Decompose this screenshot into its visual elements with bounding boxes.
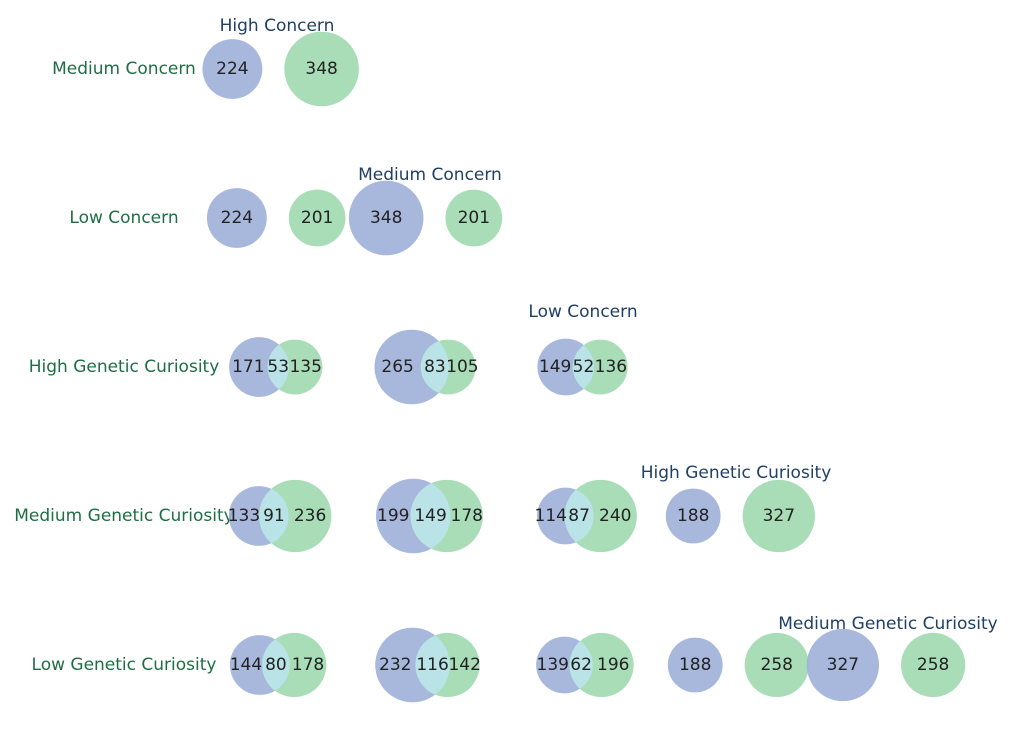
left-set-circle	[348, 180, 424, 256]
overlap-region	[569, 636, 593, 694]
overlap-value: 149	[414, 506, 446, 526]
row-label: Medium Genetic Curiosity	[14, 506, 233, 526]
venn-cell	[202, 31, 359, 107]
right-only-value: 348	[305, 59, 337, 79]
right-only-value: 240	[599, 506, 631, 526]
venn-cell	[229, 632, 327, 698]
right-set-circle	[901, 632, 966, 698]
right-set-circle	[742, 479, 815, 553]
right-only-value: 201	[458, 208, 490, 228]
venn-cell	[806, 628, 966, 702]
venn-cell	[537, 338, 628, 396]
left-set-circle	[206, 188, 267, 248]
overlap-region	[262, 635, 290, 695]
right-only-value: 258	[761, 655, 793, 675]
left-only-value: 171	[232, 357, 264, 377]
overlap-region	[420, 339, 450, 395]
right-only-value: 178	[451, 506, 483, 526]
venn-cell	[374, 329, 476, 405]
venn-cell	[375, 627, 480, 703]
overlap-value: 83	[424, 357, 446, 377]
left-set-circle	[665, 488, 721, 544]
overlap-value: 116	[416, 655, 448, 675]
left-only-value: 133	[228, 506, 260, 526]
overlap-region	[415, 632, 450, 698]
left-set-circle	[667, 637, 723, 693]
overlap-value: 52	[573, 357, 595, 377]
right-set-circle	[744, 632, 809, 698]
left-only-value: 188	[677, 506, 709, 526]
right-only-value: 105	[446, 357, 478, 377]
venn-cell	[206, 188, 346, 248]
column-label: High Genetic Curiosity	[641, 463, 832, 483]
left-set-circle	[202, 39, 263, 99]
overlap-region	[564, 487, 594, 545]
right-only-value: 201	[301, 208, 333, 228]
row-label: Low Concern	[69, 208, 178, 228]
right-set-circle	[445, 189, 503, 247]
venn-cell	[375, 478, 483, 554]
overlap-value: 91	[263, 506, 285, 526]
column-label: Medium Genetic Curiosity	[778, 614, 997, 634]
left-only-value: 232	[379, 655, 411, 675]
overlap-region	[572, 339, 595, 395]
right-only-value: 327	[763, 506, 795, 526]
left-only-value: 188	[679, 655, 711, 675]
venn-cell	[348, 180, 503, 256]
right-set-circle	[284, 31, 359, 107]
overlap-region	[267, 339, 289, 395]
overlap-region	[259, 486, 289, 546]
overlap-region	[410, 479, 451, 553]
column-label: Low Concern	[528, 302, 637, 322]
left-only-value: 149	[539, 357, 571, 377]
right-only-value: 178	[292, 655, 324, 675]
venn-cell	[667, 632, 809, 698]
left-only-value: 348	[370, 208, 402, 228]
overlap-value: 62	[570, 655, 592, 675]
right-only-value: 258	[917, 655, 949, 675]
column-label: Medium Concern	[358, 165, 502, 185]
right-only-value: 136	[595, 357, 627, 377]
left-only-value: 224	[216, 59, 248, 79]
right-set-circle	[288, 189, 346, 247]
right-only-value: 142	[448, 655, 480, 675]
left-only-value: 265	[381, 357, 413, 377]
left-only-value: 224	[221, 208, 253, 228]
venn-cell	[229, 337, 323, 397]
venn-cell	[228, 479, 332, 553]
right-only-value: 196	[597, 655, 629, 675]
right-only-value: 236	[294, 506, 326, 526]
column-label: High Concern	[220, 16, 335, 36]
right-only-value: 135	[289, 357, 321, 377]
row-label: Medium Concern	[52, 59, 196, 79]
row-label: High Genetic Curiosity	[29, 357, 220, 377]
left-only-value: 139	[537, 655, 569, 675]
row-label: Low Genetic Curiosity	[32, 655, 217, 675]
left-only-value: 144	[230, 655, 262, 675]
overlap-value: 53	[267, 357, 289, 377]
overlap-value: 80	[265, 655, 287, 675]
venn-cell	[536, 632, 634, 698]
left-set-circle	[806, 628, 880, 702]
left-only-value: 327	[827, 655, 859, 675]
left-only-value: 199	[377, 506, 409, 526]
left-only-value: 114	[535, 506, 567, 526]
overlap-value: 87	[568, 506, 590, 526]
venn-cell	[536, 479, 637, 553]
venn-cell	[665, 479, 815, 553]
